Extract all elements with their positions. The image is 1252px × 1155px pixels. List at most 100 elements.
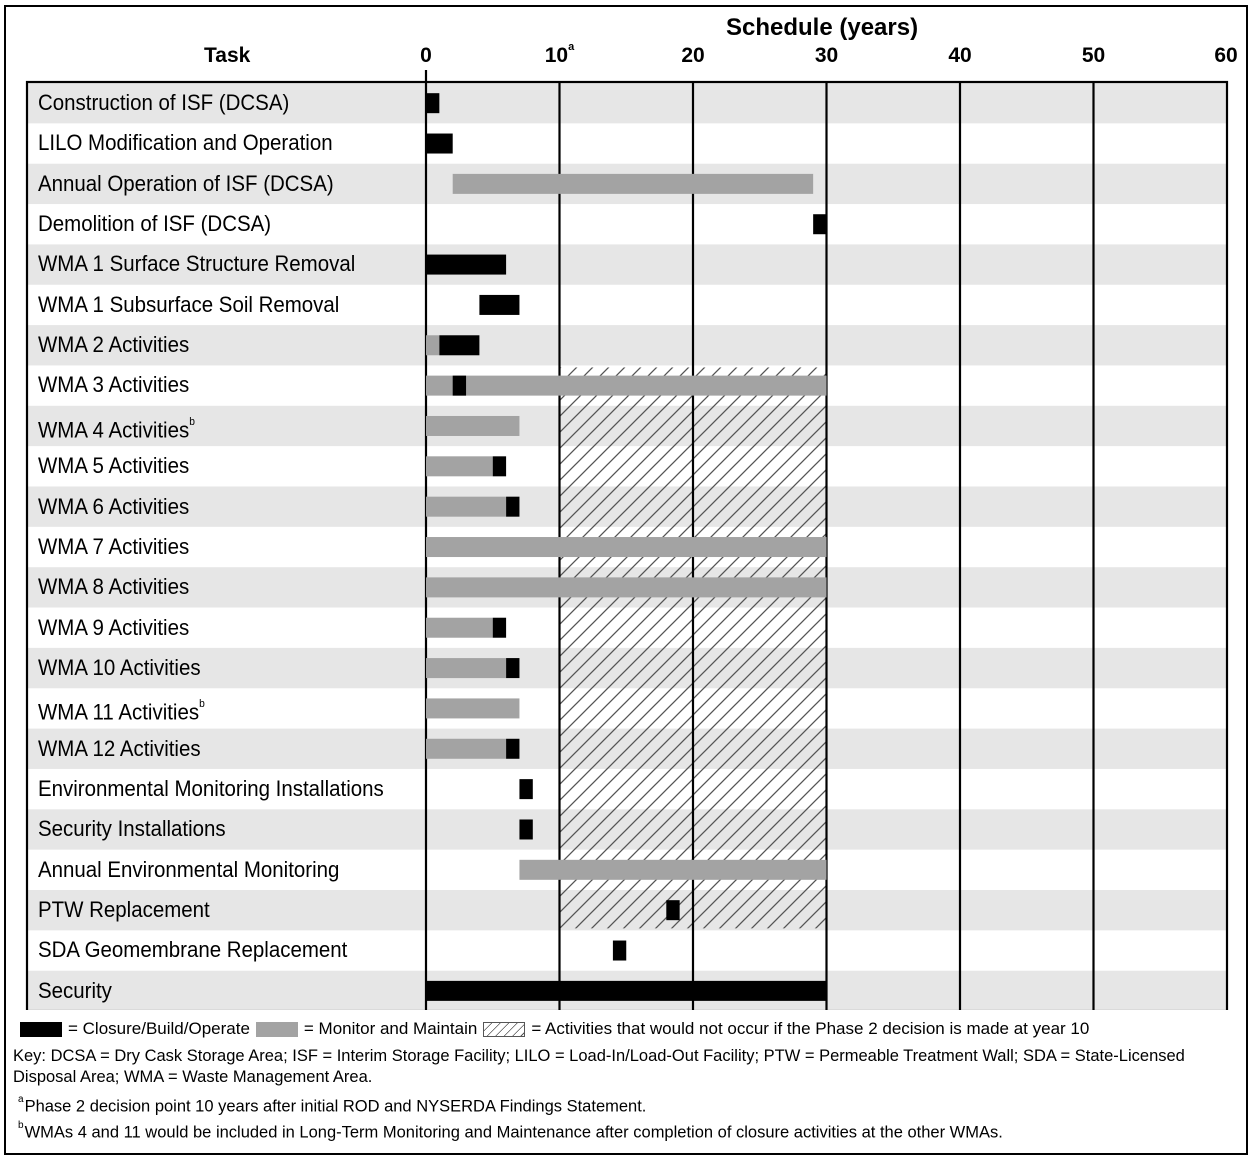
task-label-text: WMA 6 Activities — [38, 493, 190, 519]
task-label-text: Environmental Monitoring Installations — [38, 775, 384, 801]
monitor-bar — [519, 859, 827, 880]
x-tick-value: 0 — [420, 44, 432, 67]
task-label: LILO Modification and Operation — [38, 123, 333, 163]
monitor-bar — [426, 617, 493, 638]
task-column-header: Task — [204, 44, 251, 67]
footnote-a-mark: a — [18, 1094, 24, 1105]
footnote-b-text: WMAs 4 and 11 would be included in Long-… — [24, 1123, 1003, 1142]
task-label-text: WMA 9 Activities — [38, 614, 190, 640]
closure-bar — [612, 940, 627, 961]
x-tick-value: 40 — [948, 44, 972, 67]
task-label-text: Security — [38, 977, 112, 1003]
task-label-text: WMA 3 Activities — [38, 372, 190, 398]
plot-frame — [25, 80, 1229, 1010]
task-label-text: Construction of ISF (DCSA) — [38, 90, 290, 115]
task-label: WMA 6 Activities — [38, 487, 189, 527]
task-label: WMA 8 Activities — [38, 567, 189, 607]
task-label-text: WMA 11 Activities — [38, 699, 200, 725]
row-shade — [27, 83, 1227, 124]
task-label: WMA 7 Activities — [38, 527, 189, 567]
monitor-bar — [426, 738, 507, 759]
x-tick-label: 50 — [1082, 44, 1105, 68]
row-shade — [27, 325, 1227, 366]
closure-bar — [492, 617, 507, 638]
chart-title: Schedule (years) — [726, 14, 919, 41]
task-label: SDA Geomembrane Replacement — [38, 930, 347, 970]
task-label-text: SDA Geomembrane Replacement — [38, 937, 348, 963]
task-label-text: Annual Operation of ISF (DCSA) — [38, 170, 334, 196]
monitor-bar — [452, 173, 814, 194]
task-label: Construction of ISF (DCSA) — [38, 83, 289, 123]
footnote-a: aPhase 2 decision point 10 years after i… — [18, 1094, 647, 1117]
task-label: Environmental Monitoring Installations — [38, 769, 384, 809]
footnote-a-text: Phase 2 decision point 10 years after in… — [24, 1097, 647, 1116]
x-tick-footnote-mark: a — [568, 41, 575, 53]
task-label: WMA 9 Activities — [38, 608, 189, 648]
x-tick-label: 60 — [1214, 44, 1237, 68]
x-tick-value: 60 — [1214, 44, 1238, 67]
monitor-bar — [426, 496, 507, 517]
monitor-bar — [426, 456, 493, 477]
task-label: PTW Replacement — [38, 890, 210, 930]
task-label: WMA 11 Activitiesb — [38, 688, 205, 728]
x-tick-label: 0 — [420, 44, 432, 68]
task-label: WMA 3 Activities — [38, 365, 189, 405]
closure-bar — [506, 496, 520, 517]
task-label: Demolition of ISF (DCSA) — [38, 204, 271, 244]
closure-bar — [426, 93, 440, 114]
task-label-text: WMA 7 Activities — [38, 533, 190, 559]
task-label: Annual Operation of ISF (DCSA) — [38, 164, 334, 204]
x-tick-value: 10 — [544, 44, 569, 67]
closure-bar — [519, 819, 533, 840]
footnote-b: bWMAs 4 and 11 would be included in Long… — [18, 1120, 1003, 1143]
closure-bar — [666, 900, 680, 921]
task-label: WMA 12 Activities — [38, 729, 201, 769]
closure-bar — [506, 738, 520, 759]
monitor-bar — [426, 335, 440, 356]
monitor-bar — [426, 415, 520, 436]
closure-bar — [426, 980, 827, 1001]
task-label-text: WMA 1 Surface Structure Removal — [38, 251, 356, 277]
x-tick-value: 30 — [814, 44, 839, 67]
closure-bar — [452, 375, 467, 396]
closure-bar — [439, 335, 480, 356]
task-label: WMA 10 Activities — [38, 648, 201, 688]
closure-bar — [426, 254, 507, 275]
task-label-text: PTW Replacement — [38, 897, 210, 922]
task-label-text: WMA 4 Activities — [38, 417, 190, 443]
task-label-text: Security Installations — [38, 816, 226, 842]
task-label: WMA 4 Activitiesb — [38, 406, 195, 446]
monitor-bar — [426, 577, 827, 598]
row-shade — [27, 244, 1227, 285]
legend-closure-label: = Closure/Build/Operate — [68, 1019, 250, 1038]
task-footnote-mark: b — [189, 415, 195, 428]
x-tick-label: 10a — [544, 41, 575, 68]
task-label-text: WMA 1 Subsurface Soil Removal — [38, 291, 340, 317]
monitor-bar — [426, 658, 507, 679]
task-label: Security Installations — [38, 809, 226, 849]
task-label-text: WMA 5 Activities — [38, 453, 190, 479]
x-tick-label: 30 — [815, 44, 838, 68]
monitor-bar — [426, 537, 827, 558]
closure-bar — [519, 779, 533, 800]
x-tick-label: 40 — [948, 44, 971, 68]
closure-bar — [479, 294, 520, 315]
task-label-text: LILO Modification and Operation — [38, 130, 333, 156]
abbreviation-key: Key: DCSA = Dry Cask Storage Area; ISF =… — [13, 1047, 1185, 1086]
gantt-chart — [25, 70, 1229, 1010]
legend-hatch-label: = Activities that would not occur if the… — [531, 1019, 1090, 1038]
footnote-b-mark: b — [18, 1120, 24, 1131]
task-label-text: WMA 8 Activities — [38, 574, 190, 600]
task-label-text: Annual Environmental Monitoring — [38, 856, 340, 882]
closure-bar — [506, 658, 520, 679]
task-label-text: WMA 10 Activities — [38, 654, 201, 680]
monitor-bar — [426, 375, 827, 396]
task-footnote-mark: b — [199, 698, 205, 711]
task-label: WMA 1 Subsurface Soil Removal — [38, 285, 339, 325]
legend-hatch-swatch — [483, 1021, 526, 1037]
task-label: WMA 5 Activities — [38, 446, 189, 486]
closure-bar — [426, 133, 453, 154]
closure-bar — [813, 214, 827, 235]
x-tick-value: 20 — [681, 44, 705, 67]
task-label-text: WMA 12 Activities — [38, 735, 201, 761]
